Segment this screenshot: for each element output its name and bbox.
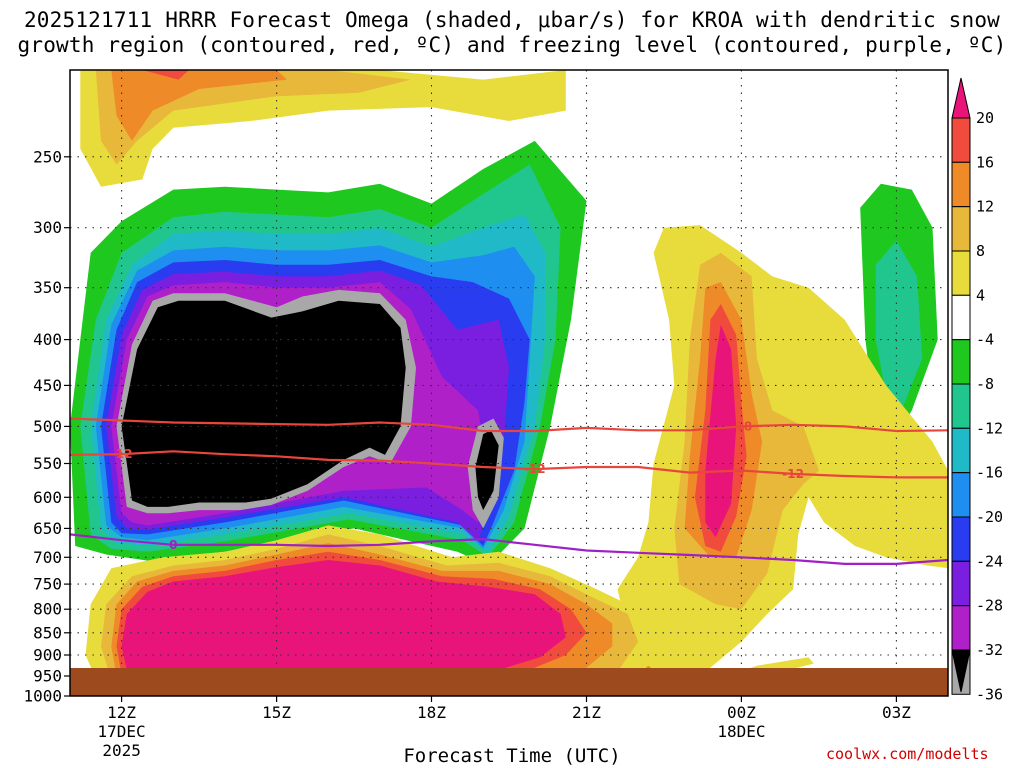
y-tick-label: 500 xyxy=(33,417,62,436)
y-tick-label: 950 xyxy=(33,667,62,686)
x-tick-label: 18DEC xyxy=(717,722,765,741)
colorbar-label: -4 xyxy=(976,331,994,349)
x-tick-label: 17DEC xyxy=(98,722,146,741)
colorbar-label: 8 xyxy=(976,242,985,260)
x-axis-title: Forecast Time (UTC) xyxy=(403,745,621,767)
colorbar-label: -16 xyxy=(976,464,1003,482)
chart-title-line-2: growth region (contoured, red, ºC) and f… xyxy=(17,33,1007,57)
colorbar-label: -12 xyxy=(976,419,1003,437)
colorbar-swatch xyxy=(951,605,971,651)
y-tick-label: 250 xyxy=(33,147,62,166)
dgz-minus12-contour xyxy=(70,450,948,479)
colorbar-label: -24 xyxy=(976,552,1003,570)
colorbar-swatch xyxy=(951,516,971,562)
colorbar-swatch xyxy=(951,339,971,385)
x-tick-label: 2025 xyxy=(102,741,141,760)
colorbar-label: 16 xyxy=(976,153,994,171)
colorbar-swatch xyxy=(951,427,971,474)
colorbar-swatch xyxy=(951,161,971,208)
y-tick-label: 800 xyxy=(33,600,62,619)
colorbar-swatch xyxy=(951,560,971,607)
y-tick-label: 450 xyxy=(33,376,62,395)
y-tick-label: 650 xyxy=(33,519,62,538)
y-tick-label: 300 xyxy=(33,218,62,237)
plot-frame xyxy=(69,69,949,697)
y-tick-label: 700 xyxy=(33,548,62,567)
y-tick-label: 1000 xyxy=(23,687,62,706)
colorbar-swatch xyxy=(951,649,971,693)
colorbar: 20 16 12 8 4 -4 -8 -12 -16 -20 -24 -28 -32 -36 xyxy=(951,77,1003,703)
dgz-minus12-contour-label: -12 xyxy=(782,467,804,481)
colorbar-swatch xyxy=(951,77,971,119)
colorbar-swatch xyxy=(951,206,971,252)
y-tick-label: 550 xyxy=(33,454,62,473)
y-tick-label: 400 xyxy=(33,330,62,349)
dgz-minus12-contour-label: -12 xyxy=(111,447,133,461)
y-tick-label: 350 xyxy=(33,278,62,297)
colorbar-label: -32 xyxy=(976,641,1003,659)
warm-upper-red xyxy=(142,70,189,80)
y-tick-label: 750 xyxy=(33,575,62,594)
dgz-minus18-contour xyxy=(70,417,948,433)
descent-magenta-right xyxy=(705,324,737,538)
colorbar-swatch xyxy=(951,383,971,429)
x-tick-label: 15Z xyxy=(262,703,291,722)
colorbar-label: 4 xyxy=(976,286,985,304)
colorbar-swatch xyxy=(951,294,971,341)
colorbar-label: -8 xyxy=(976,375,994,393)
colorbar-label: 20 xyxy=(976,109,994,127)
colorbar-label: -28 xyxy=(976,597,1003,615)
ascent-black-core2 xyxy=(475,430,499,511)
x-tick-label: 00Z xyxy=(727,703,756,722)
colorbar-label: 12 xyxy=(976,198,994,216)
ground-bar xyxy=(70,668,948,696)
y-tick-label: 600 xyxy=(33,488,62,507)
contour-lines: -18 -12 -12 -12 0 xyxy=(70,417,948,566)
chart-title-line-1: 2025121711 HRRR Forecast Omega (shaded, … xyxy=(23,8,1001,32)
freezing-level-contour xyxy=(70,533,948,566)
ascent-black xyxy=(121,300,406,507)
source-credit: coolwx.com/modelts xyxy=(826,745,989,763)
y-axis: 250 300 350 400 450 500 550 600 650 700 750 800 850 9… xyxy=(23,147,70,706)
y-tick-label: 850 xyxy=(33,623,62,642)
colorbar-swatch xyxy=(951,250,971,296)
plot-area: -18 -12 -12 -12 0 xyxy=(70,70,948,696)
freezing-level-contour-label: 0 xyxy=(169,538,177,552)
descent-magenta-low xyxy=(121,560,566,672)
colorbar-label: -36 xyxy=(976,685,1003,703)
x-tick-label: 21Z xyxy=(572,703,601,722)
ascent-east-teal xyxy=(875,240,923,411)
colorbar-swatch xyxy=(951,117,971,163)
x-tick-label: 03Z xyxy=(882,703,911,722)
x-tick-label: 18Z xyxy=(417,703,446,722)
dgz-minus12-contour-label: -12 xyxy=(524,462,546,476)
y-tick-label: 900 xyxy=(33,646,62,665)
x-tick-label: 12Z xyxy=(107,703,136,722)
omega-shading xyxy=(70,70,948,691)
warm-upper-orange xyxy=(111,70,287,141)
dgz-minus18-contour-label: -18 xyxy=(731,419,753,433)
colorbar-label: -20 xyxy=(976,508,1003,526)
colorbar-swatch xyxy=(951,472,971,518)
